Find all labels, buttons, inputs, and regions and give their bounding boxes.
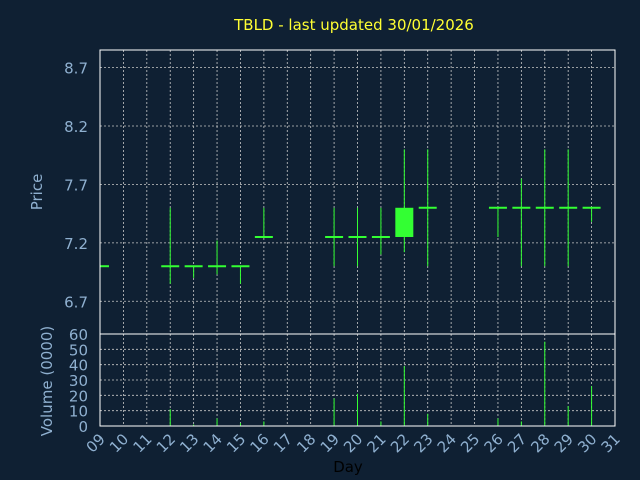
candle	[559, 149, 578, 267]
price-axis-label: Price	[28, 174, 46, 211]
volume-tick-label: 30	[69, 372, 88, 390]
volume-axis-label: Volume (0000)	[38, 326, 56, 436]
candle	[395, 149, 414, 253]
candle	[512, 178, 531, 267]
candle	[325, 207, 344, 267]
candle	[231, 265, 250, 284]
volume-tick-label: 10	[69, 403, 88, 421]
candle	[254, 207, 273, 238]
price-tick-label: 6.7	[64, 293, 88, 311]
volume-plot-frame	[99, 333, 616, 427]
candle-body	[395, 207, 414, 237]
x-axis-label: Day	[333, 458, 363, 476]
volume-tick-label: 40	[69, 357, 88, 375]
candle	[418, 149, 437, 267]
volume-tick-label: 50	[69, 341, 88, 359]
price-tick-label: 7.7	[64, 176, 88, 194]
price-tick-label: 8.2	[64, 118, 88, 136]
volume-tick-label: 0	[78, 418, 88, 436]
candle	[208, 240, 227, 275]
x-axis: 0910111213141516171819202122232425262728…	[83, 430, 624, 456]
volume-tick-label: 20	[69, 387, 88, 405]
price-tick-label: 8.7	[64, 60, 88, 78]
candle	[488, 206, 507, 237]
candle	[184, 265, 203, 278]
candle	[371, 207, 390, 255]
volume-tick-label: 60	[69, 326, 88, 344]
candle	[348, 207, 367, 267]
candle	[535, 149, 554, 267]
candle	[582, 206, 601, 222]
price-tick-label: 7.2	[64, 235, 88, 253]
chart-title: TBLD - last updated 30/01/2026	[233, 16, 474, 34]
candle	[161, 207, 180, 284]
